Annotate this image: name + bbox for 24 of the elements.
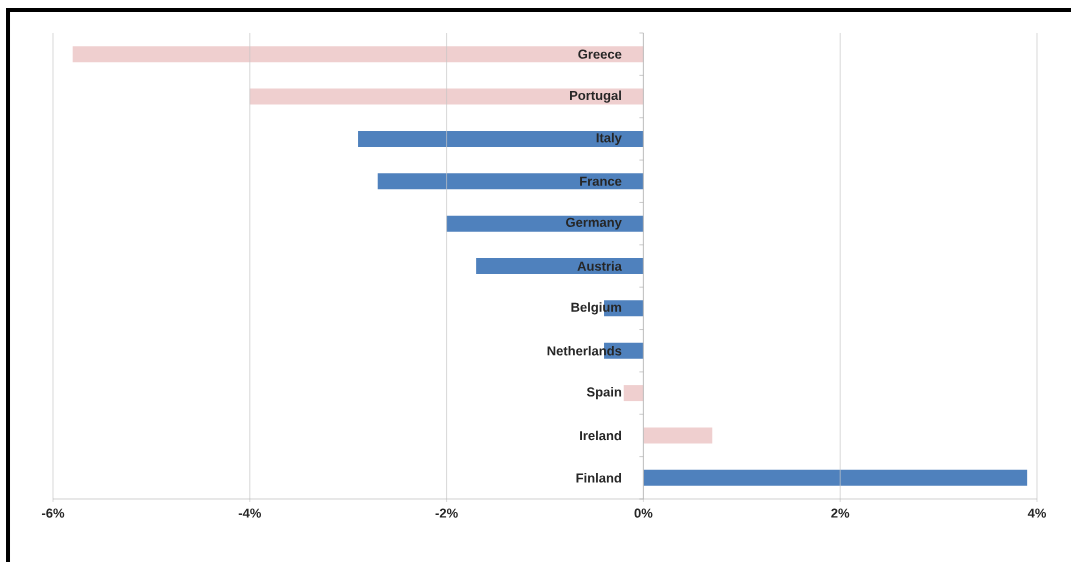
- x-tick-label: 4%: [1027, 508, 1047, 518]
- bar: [446, 215, 644, 232]
- y-tick-label: Portugal: [570, 90, 621, 103]
- bar: [643, 469, 1028, 486]
- bar: [377, 173, 644, 190]
- y-tick-label: Italy: [596, 132, 622, 145]
- y-tick-label: Finland: [576, 473, 622, 483]
- x-tick-label: -2%: [435, 508, 458, 518]
- y-tick-label: Austria: [577, 261, 622, 271]
- y-tick-label: Spain: [586, 387, 622, 400]
- x-tick-label: 2%: [831, 508, 850, 518]
- y-tick-label: Germany: [566, 217, 622, 230]
- bar: [476, 258, 644, 274]
- bar: [72, 46, 644, 63]
- bar: [643, 427, 713, 444]
- x-tick-label: -6%: [41, 508, 65, 518]
- y-tick-label: Ireland: [580, 430, 622, 441]
- y-tick-label: France: [580, 176, 622, 186]
- bar: [358, 130, 644, 147]
- bar: [249, 88, 644, 105]
- x-tick-label: -4%: [238, 508, 262, 518]
- x-tick-label: 0%: [634, 508, 653, 518]
- bar: [623, 385, 644, 402]
- y-tick-label: Greece: [578, 49, 622, 59]
